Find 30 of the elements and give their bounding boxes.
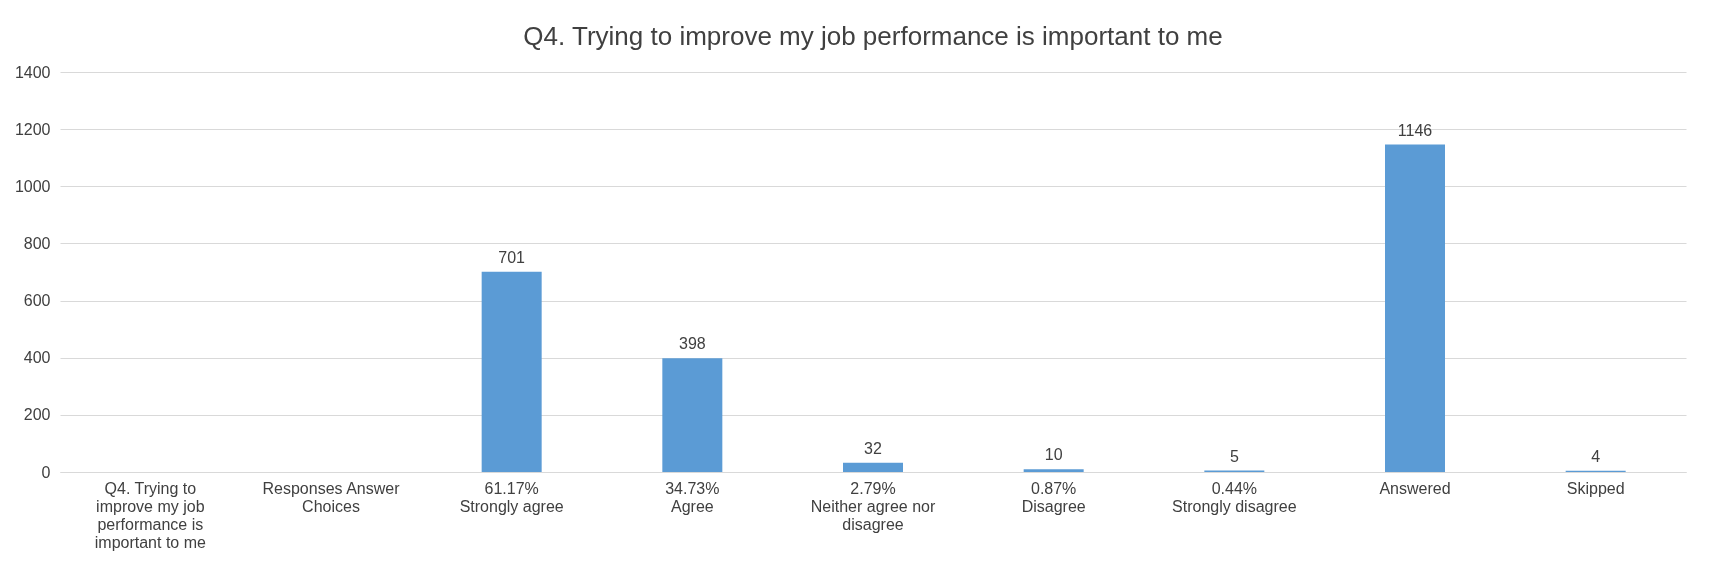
- x-tick-label: 34.73% Agree: [665, 479, 720, 515]
- y-tick-label: 600: [23, 292, 51, 310]
- data-label: 10: [1044, 446, 1063, 464]
- data-label: 398: [678, 335, 706, 353]
- x-tick-label: 61.17% Strongly agree: [459, 479, 564, 515]
- data-label: 4: [1591, 447, 1601, 465]
- data-label: 32: [864, 439, 882, 457]
- bar: [662, 358, 723, 472]
- data-label: 701: [498, 248, 526, 266]
- x-tick-label: Answered: [1379, 479, 1451, 497]
- y-tick-label: 1400: [14, 63, 51, 81]
- y-tick-label: 0: [41, 463, 51, 481]
- data-label: 1146: [1397, 121, 1433, 139]
- y-tick-label: 200: [23, 406, 51, 424]
- y-tick-label: 400: [23, 349, 51, 367]
- x-tick-label: 2.79% Neither agree nor disagree: [810, 479, 936, 533]
- x-tick-label: 0.44% Strongly disagree: [1172, 479, 1297, 515]
- y-tick-label: 1000: [14, 177, 51, 195]
- x-tick-label: Q4. Trying to improve my job performance is important to me: [94, 479, 207, 551]
- x-tick-label: Responses Answer Choices: [262, 479, 401, 515]
- y-tick-label: 1200: [14, 120, 51, 138]
- y-tick-label: 800: [23, 234, 51, 252]
- bar: [1023, 469, 1084, 472]
- x-tick-label: 0.87% Disagree: [1021, 479, 1086, 515]
- x-tick-label: Skipped: [1566, 479, 1625, 497]
- bar: [843, 462, 903, 472]
- bar: [1385, 144, 1445, 472]
- chart-title: Q4. Trying to improve my job performance is important to me: [523, 21, 1223, 51]
- data-label: 5: [1229, 447, 1239, 465]
- bar: [481, 271, 542, 472]
